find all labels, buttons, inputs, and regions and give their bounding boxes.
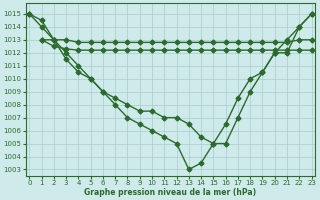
X-axis label: Graphe pression niveau de la mer (hPa): Graphe pression niveau de la mer (hPa) xyxy=(84,188,257,197)
